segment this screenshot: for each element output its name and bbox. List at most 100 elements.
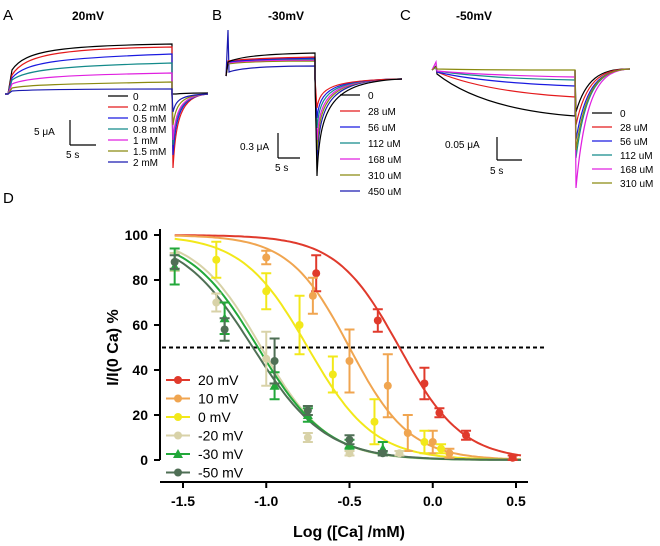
data-point [419, 366, 430, 401]
legend: 0 28 uM 56 uM 112 uM 168 uM 310 uM [592, 109, 653, 190]
legend-label: 168 uM [368, 155, 401, 166]
data-point [344, 449, 355, 458]
legend-marker [173, 449, 183, 458]
data-point [211, 240, 222, 279]
marker [212, 298, 221, 307]
marker [345, 435, 354, 444]
chart-axes: 0 20 40 60 80 100 -1.5 -1.0 -0.5 0.0 0.5 [125, 227, 528, 509]
trace-1 [5, 72, 209, 141]
trace-310 [225, 60, 403, 151]
marker [308, 291, 317, 300]
data-point [219, 317, 230, 342]
marker [269, 380, 280, 390]
legend-item: 0 [108, 92, 139, 103]
data-point [261, 330, 272, 387]
y-tick-label: 100 [125, 227, 149, 243]
marker [383, 381, 392, 390]
data-point [402, 414, 413, 452]
legend-item: 0 [340, 91, 374, 102]
marker [262, 354, 271, 363]
scale-bar: 5 μA 5 s [34, 120, 96, 161]
marker [462, 431, 471, 440]
data-point [344, 434, 355, 446]
trace-0.5 [5, 53, 209, 156]
data-point [327, 355, 338, 394]
data-point [169, 254, 180, 270]
y-tick-label: 80 [132, 272, 148, 288]
data-point [377, 449, 388, 458]
legend-label: -20 mV [198, 428, 244, 444]
legend: 0 28 uM 56 uM 112 uM 168 uM 310 uM 450 u… [340, 91, 401, 198]
marker [437, 444, 446, 453]
legend: 0 0.2 mM 0.5 mM 0.8 mM 1 mM 1.5 mM 2 mM [108, 92, 166, 169]
legend-item: 168 uM [592, 165, 653, 176]
marker [212, 255, 221, 264]
legend-label: 2 mM [133, 158, 158, 169]
data-point [369, 398, 380, 446]
trace-1.5 [5, 81, 209, 126]
marker [295, 321, 304, 329]
legend-item: 310 uM [592, 179, 653, 190]
data-point [419, 429, 430, 455]
legend-label: 0 [133, 92, 139, 103]
chart-legend: 20 mV 10 mV 0 mV -20 mV -30 mV -50 mV [166, 372, 244, 481]
data-points [169, 240, 518, 462]
trace-310 [431, 66, 631, 151]
marker [403, 429, 412, 437]
legend-label: 28 uM [620, 123, 648, 134]
legend-label: -30 mV [198, 446, 244, 462]
marker [303, 406, 312, 415]
legend-label: 112 uM [368, 139, 401, 150]
panel-b: B -30mV 0.3 μA 5 s 0 28 uM 56 uM 112 uM … [212, 7, 403, 198]
marker [395, 449, 404, 458]
marker [373, 316, 382, 325]
legend-item: -30 mV [166, 446, 244, 462]
marker [370, 417, 379, 426]
scale-bar: 0.3 μA 5 s [240, 133, 300, 174]
legend-label: 0.2 mM [133, 103, 166, 114]
marker [328, 370, 337, 379]
marker [420, 379, 429, 388]
legend-label: 56 uM [368, 123, 396, 134]
legend-item: 0 [592, 109, 626, 120]
y-tick-label: 20 [132, 407, 148, 423]
legend-item: -20 mV [166, 428, 244, 444]
legend-item: 2 mM [108, 158, 158, 169]
marker [262, 253, 271, 262]
data-point [461, 429, 472, 441]
legend-label: 0 [620, 109, 626, 120]
current-traces [431, 59, 631, 189]
y-tick-label: 0 [140, 452, 148, 468]
legend-label: 1.5 mM [133, 147, 166, 158]
data-point [444, 447, 455, 459]
y-tick-label: 40 [132, 362, 148, 378]
legend-item: 112 uM [592, 151, 653, 162]
legend-label: 450 uM [368, 187, 401, 198]
scale-x-label: 5 s [66, 150, 79, 161]
data-point [261, 249, 272, 266]
data-point [261, 272, 272, 311]
legend-label: 20 mV [198, 372, 239, 388]
legend-label: 1 mM [133, 136, 158, 147]
legend-label: -50 mV [198, 465, 244, 481]
x-axis-title: Log ([Ca] /mM) [293, 524, 405, 541]
trace-0 [431, 64, 631, 117]
x-tick-label: 0.0 [423, 493, 443, 509]
legend-marker [174, 376, 182, 384]
current-traces [225, 29, 403, 177]
legend-item: 10 mV [166, 391, 239, 407]
scale-y-label: 0.05 μA [445, 140, 480, 151]
legend-item: 0 mV [166, 409, 231, 425]
marker [262, 287, 271, 296]
legend-item: 310 uM [340, 171, 401, 182]
legend-item: -50 mV [166, 465, 244, 481]
marker [435, 408, 444, 417]
marker [345, 357, 354, 365]
panel-letter: C [400, 7, 411, 24]
x-tick-label: -1.0 [254, 493, 278, 509]
panel-c: C -50mV 0.05 μA 5 s 0 28 uM 56 uM 112 uM… [400, 7, 653, 190]
panel-title: 20mV [72, 9, 104, 23]
trace-0 [5, 43, 209, 95]
legend-label: 310 uM [368, 171, 401, 182]
